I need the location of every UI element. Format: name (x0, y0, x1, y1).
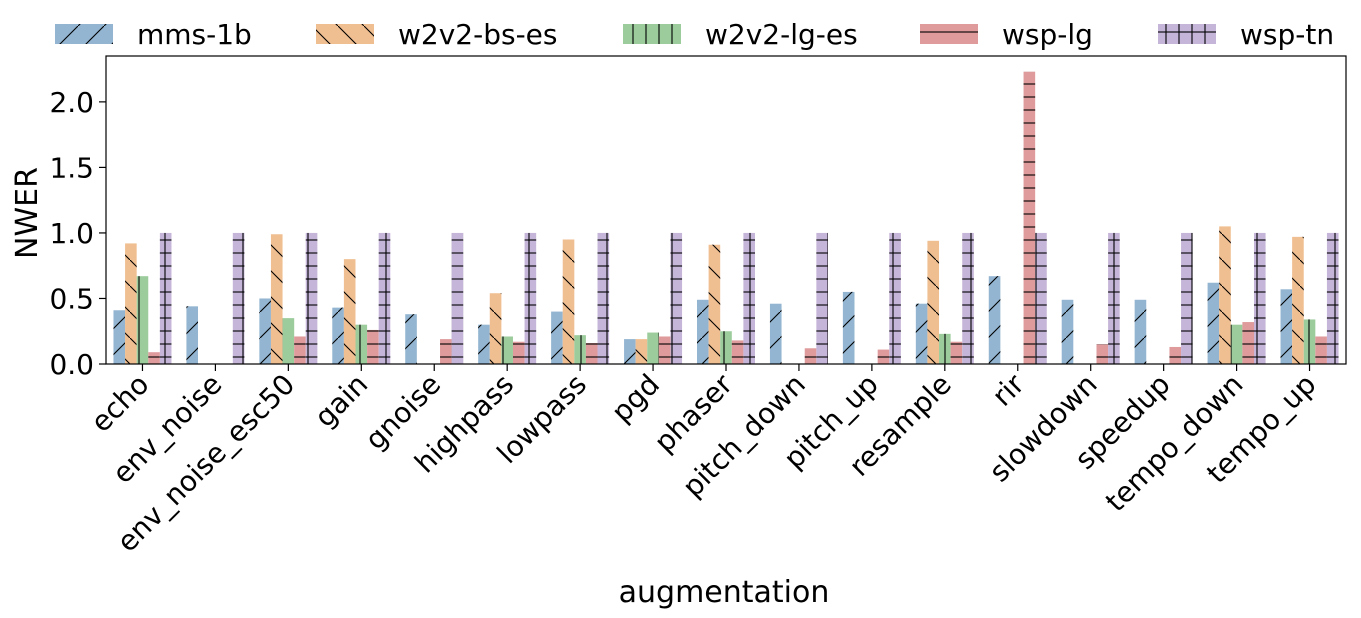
bar-wsp-lg-pgd (658, 336, 671, 364)
x-tick-label-gain: gain (308, 368, 374, 434)
bar-w2v2-lg-es-lowpass (574, 335, 586, 364)
bar-w2v2-bs-es-highpass (489, 293, 502, 364)
legend-item-w2v2-lg-es: w2v2-lg-es (623, 18, 858, 51)
bar-mms-1b-pitch_up (842, 291, 855, 364)
bar-mms-1b-env_noise_esc50 (259, 298, 271, 364)
bar-w2v2-bs-es-tempo_up (1292, 236, 1304, 364)
bar-mms-1b-resample (915, 303, 928, 364)
legend-label: w2v2-lg-es (705, 18, 858, 51)
bar-wsp-lg-rir (1023, 71, 1036, 364)
bar-wsp-tn-tempo_up (1326, 232, 1339, 364)
bar-wsp-lg-highpass (512, 341, 525, 364)
legend-label: wsp-tn (1240, 18, 1334, 51)
bar-wsp-tn-speedup (1181, 232, 1193, 364)
bar-wsp-tn-rir (1035, 232, 1047, 364)
bar-wsp-tn-tempo_down (1253, 232, 1266, 364)
y-tick-label: 1.0 (49, 217, 94, 250)
bar-wsp-lg-tempo_up (1315, 336, 1327, 364)
y-tick-label: 0.0 (49, 348, 94, 381)
bar-wsp-lg-echo (148, 352, 160, 364)
bar-w2v2-lg-es-resample (939, 333, 951, 364)
bar-wsp-lg-gain (367, 329, 379, 364)
legend: mms-1b w2v2-bs-es w2v2-lg-es wsp-lg wsp-tn (55, 18, 1334, 51)
y-axis-label: NWER (10, 167, 45, 259)
legend-item-w2v2-bs-es: w2v2-bs-es (316, 18, 557, 51)
bar-wsp-tn-echo (159, 232, 172, 364)
bar-mms-1b-gain (332, 307, 344, 364)
bar-w2v2-lg-es-pgd (647, 332, 659, 364)
bar-wsp-lg-tempo_down (1242, 322, 1254, 364)
bar-wsp-tn-gain (378, 232, 391, 364)
bar-wsp-tn-pitch_up (889, 232, 901, 364)
bar-mms-1b-tempo_up (1280, 289, 1293, 364)
bar-mms-1b-env_noise (186, 306, 199, 364)
legend-label: w2v2-bs-es (398, 18, 557, 51)
legend-item-mms-1b: mms-1b (55, 18, 252, 51)
bar-mms-1b-tempo_down (1207, 282, 1220, 364)
bar-wsp-lg-speedup (1169, 346, 1182, 364)
bar-w2v2-bs-es-phaser (708, 244, 721, 364)
bar-w2v2-bs-es-echo (125, 243, 137, 364)
bar-wsp-lg-resample (950, 341, 963, 364)
bar-w2v2-bs-es-pgd (635, 339, 648, 364)
y-tick-label: 0.5 (49, 282, 94, 315)
bars (113, 71, 1339, 364)
x-tick-label-pgd: pgd (605, 368, 666, 429)
bar-mms-1b-pitch_down (769, 303, 782, 364)
y-tick-label: 1.5 (49, 151, 94, 184)
bar-wsp-lg-env_noise_esc50 (294, 336, 306, 364)
bar-wsp-tn-lowpass (597, 232, 610, 364)
x-tick-label-rir: rir (986, 367, 1031, 412)
bar-wsp-lg-phaser (731, 340, 744, 364)
y-tick-label: 2.0 (49, 86, 94, 119)
bar-w2v2-lg-es-phaser (720, 331, 732, 364)
bar-w2v2-bs-es-gain (343, 259, 356, 364)
bar-mms-1b-gnoise (405, 314, 417, 364)
bar-w2v2-lg-es-highpass (501, 336, 513, 364)
bar-wsp-tn-slowdown (1108, 232, 1120, 364)
bar-wsp-tn-env_noise_esc50 (305, 232, 318, 364)
bar-w2v2-bs-es-env_noise_esc50 (270, 234, 283, 364)
bar-w2v2-bs-es-resample (927, 240, 940, 364)
legend-item-wsp-lg: wsp-lg (920, 18, 1093, 51)
x-axis-label: augmentation (619, 575, 830, 610)
bar-wsp-tn-resample (962, 232, 974, 364)
bar-wsp-tn-pgd (670, 232, 683, 364)
bar-wsp-lg-pitch_down (804, 348, 817, 364)
bar-w2v2-lg-es-tempo_up (1303, 319, 1316, 364)
bar-w2v2-lg-es-echo (136, 276, 149, 364)
bar-w2v2-lg-es-tempo_down (1230, 324, 1243, 364)
legend-item-wsp-tn: wsp-tn (1158, 18, 1334, 51)
bar-mms-1b-phaser (697, 299, 709, 364)
bar-wsp-lg-lowpass (585, 343, 598, 364)
bar-wsp-lg-pitch_up (877, 349, 890, 364)
bar-wsp-tn-gnoise (451, 232, 464, 364)
bar-wsp-lg-slowdown (1096, 344, 1109, 364)
bar-mms-1b-lowpass (551, 311, 563, 364)
bar-mms-1b-pgd (624, 339, 636, 364)
bar-mms-1b-slowdown (1061, 299, 1074, 364)
bar-w2v2-bs-es-tempo_down (1219, 226, 1231, 364)
bar-w2v2-lg-es-env_noise_esc50 (282, 318, 295, 364)
plot-frame (105, 55, 1347, 365)
bar-wsp-tn-phaser (743, 232, 755, 364)
legend-label: mms-1b (137, 18, 252, 51)
bar-w2v2-lg-es-gain (355, 324, 368, 364)
bar-mms-1b-rir (988, 276, 1001, 364)
bar-mms-1b-speedup (1134, 299, 1147, 364)
bar-mms-1b-echo (113, 310, 126, 364)
bar-wsp-lg-gnoise (440, 339, 452, 364)
legend-label: wsp-lg (1002, 18, 1093, 51)
bar-wsp-tn-pitch_down (816, 232, 828, 364)
bar-wsp-tn-highpass (524, 232, 537, 364)
bar-mms-1b-highpass (478, 324, 490, 364)
bar-wsp-tn-env_noise (232, 232, 245, 364)
bar-w2v2-bs-es-lowpass (562, 239, 575, 364)
